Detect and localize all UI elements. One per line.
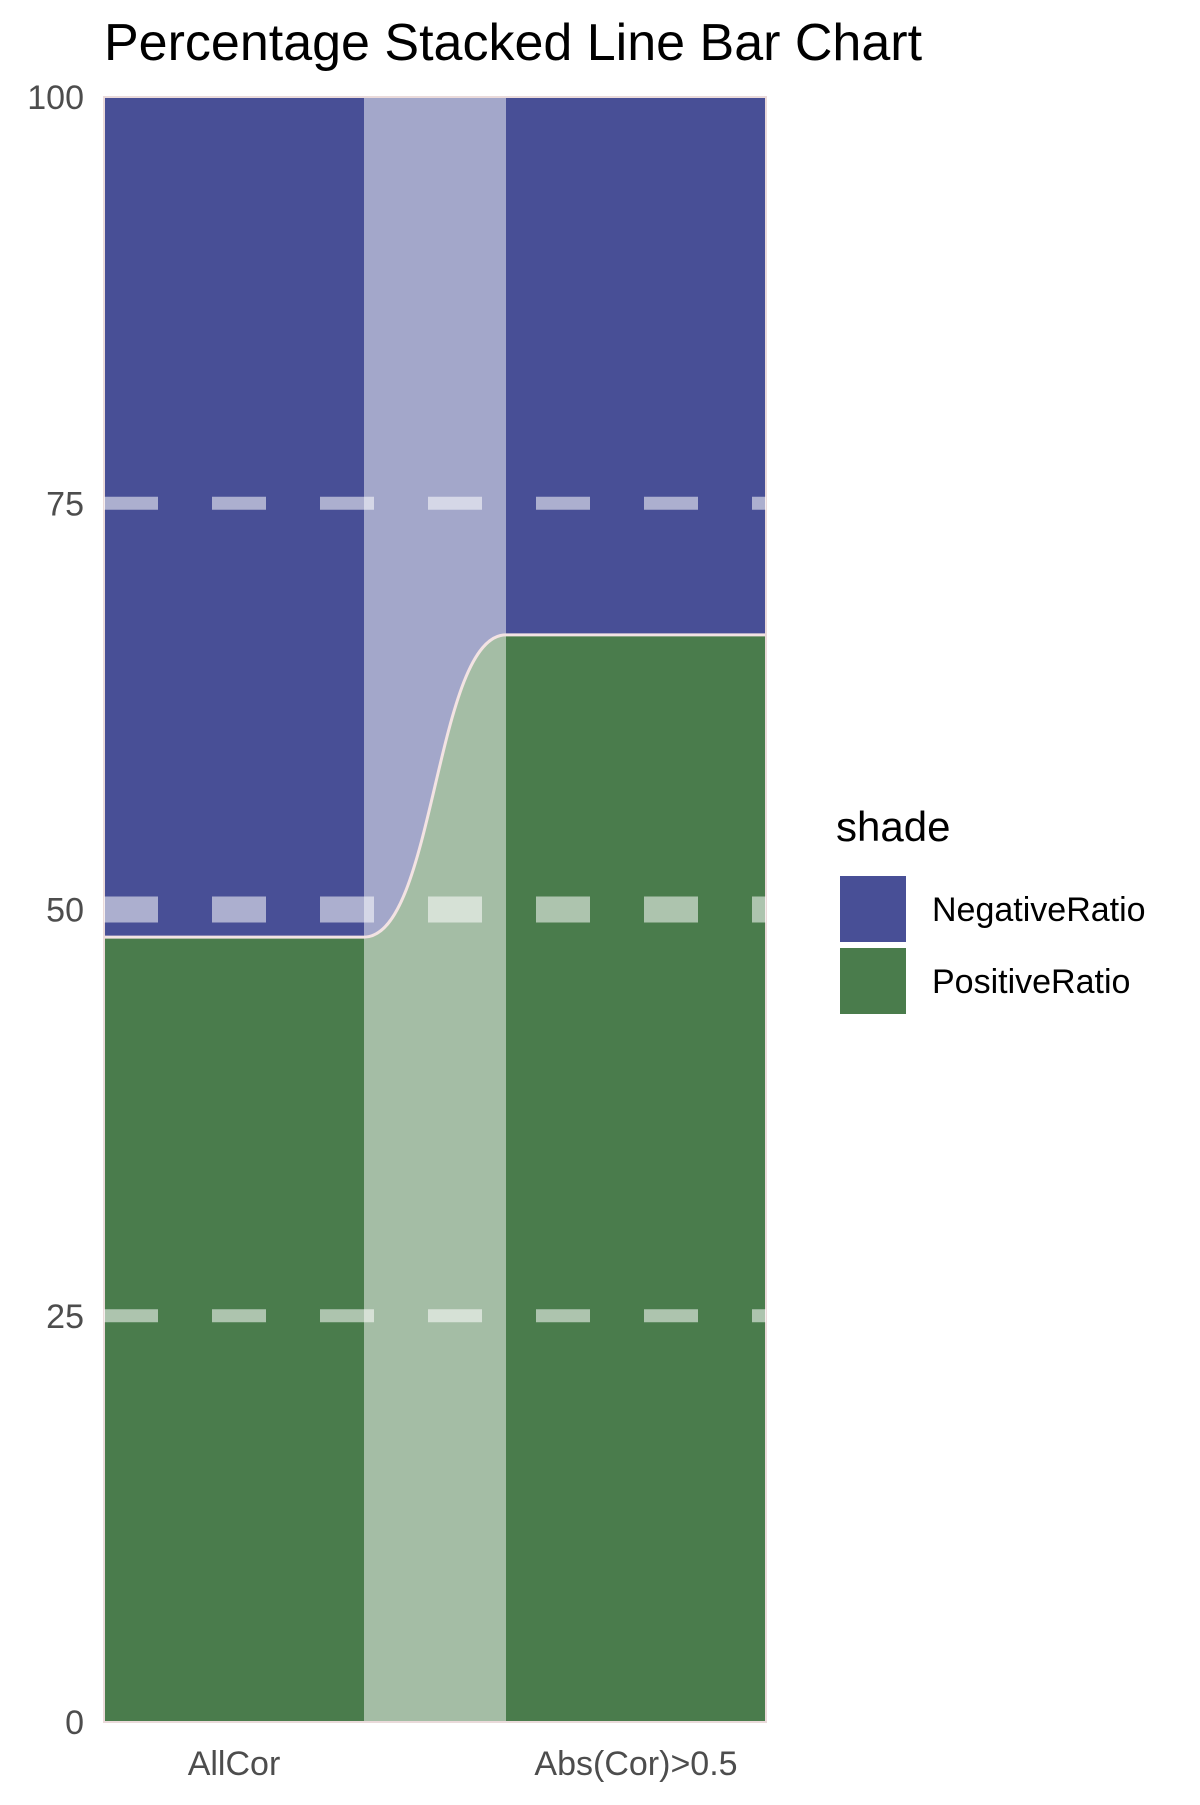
axes: 0 25 50 75 100 AllCor Abs(Cor)>0.5 bbox=[27, 79, 737, 1783]
legend: shade NegativeRatio PositiveRatio bbox=[836, 803, 1146, 1014]
y-tick-label: 100 bbox=[27, 79, 84, 117]
y-tick-label: 25 bbox=[46, 1298, 84, 1336]
y-tick-label: 75 bbox=[46, 485, 84, 523]
y-tick-label: 0 bbox=[65, 1704, 84, 1742]
bar-positive-1 bbox=[506, 634, 766, 1722]
legend-title: shade bbox=[836, 803, 950, 850]
bar-positive-0 bbox=[104, 937, 364, 1722]
y-tick-label: 50 bbox=[46, 892, 84, 930]
bar-negative-0 bbox=[104, 97, 364, 938]
legend-label-PositiveRatio: PositiveRatio bbox=[932, 963, 1130, 1001]
x-tick-label: AllCor bbox=[188, 1745, 281, 1783]
split-line bbox=[104, 633, 766, 939]
gridlines bbox=[104, 496, 766, 1323]
legend-label-NegativeRatio: NegativeRatio bbox=[932, 891, 1146, 929]
legend-key-PositiveRatio bbox=[840, 948, 906, 1014]
x-tick-label: Abs(Cor)>0.5 bbox=[534, 1745, 737, 1783]
chart-title: Percentage Stacked Line Bar Chart bbox=[104, 14, 923, 72]
legend-key-NegativeRatio bbox=[840, 876, 906, 942]
connector-negative bbox=[364, 97, 506, 938]
bar-negative-1 bbox=[506, 97, 766, 635]
